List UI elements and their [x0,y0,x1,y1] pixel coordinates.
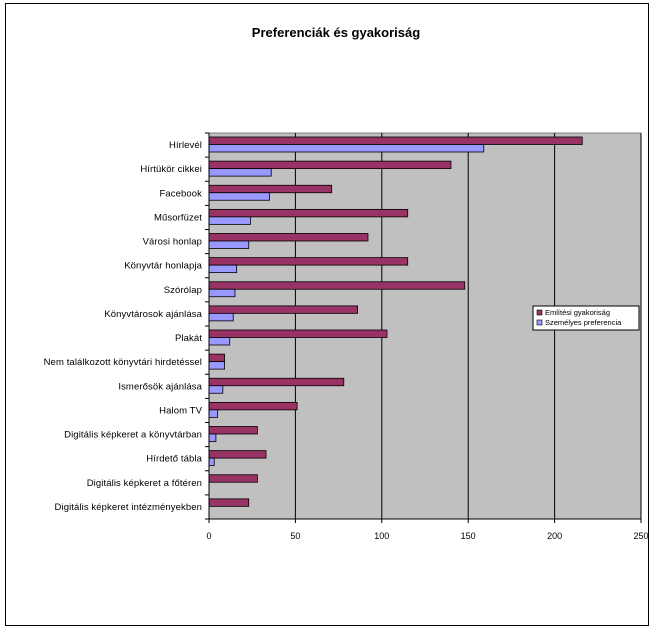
bar-emlitesi [208,281,466,290]
bar-emlitesi [208,329,388,338]
x-tick-label: 200 [547,531,562,541]
bar-emlitesi [208,233,369,242]
bar-emlitesi [208,474,258,483]
bar-emlitesi [208,160,452,170]
plot-area: Hírlevél Hírtükör cikkei Facebook Műsorfüze… [44,132,649,541]
bar-emlitesi [208,136,583,145]
bar-emlitesi [208,450,267,459]
bar-emlitesi [208,208,409,218]
bar-szemelyes [208,361,225,370]
category-label: Nem találkozott könyvtári hirdetéssel [44,357,202,368]
bar-emlitesi [208,498,250,507]
bar-emlitesi [208,184,333,194]
category-label: Hírlevél [169,140,202,151]
chart: Preferenciák és gyakoriság Hírlevél Hírtü… [44,25,649,541]
bar-szemelyes [208,240,250,249]
legend-label: Említési gyakoriság [545,308,610,317]
bar-emlitesi [208,401,298,411]
category-label: Halom TV [159,405,202,416]
bar-szemelyes [208,168,272,177]
bar-szemelyes [208,192,270,201]
legend-box [532,305,640,331]
legend-swatch [536,319,543,326]
x-tick-label: 50 [290,531,300,541]
bar-szemelyes [208,312,234,322]
chart-title: Preferenciák és gyakoriság [252,25,420,40]
bar-szemelyes [208,457,215,467]
bar-emlitesi [208,353,225,363]
bar-szemelyes [208,264,238,274]
bar-szemelyes [208,288,236,298]
bar-szemelyes [208,337,231,346]
category-label: Könyvtárosok ajánlása [104,309,202,320]
bar-szemelyes [208,409,219,418]
category-label: Műsorfüzet [154,212,202,223]
x-tick-label: 150 [461,531,476,541]
category-label: Ismerősök ajánlása [118,381,202,392]
bar-szemelyes [208,216,251,225]
category-label: Facebook [159,188,202,199]
legend-swatch [536,309,543,316]
chart-frame: Preferenciák és gyakoriság Hírlevél Hírtü… [5,3,649,626]
category-label: Városi honlap [143,237,202,248]
category-label: Szórólap [164,285,202,296]
bar-szemelyes [208,385,224,394]
category-label: Digitális képkeret a főtéren [87,478,202,489]
x-tick-label: 0 [206,531,211,541]
category-label: Plakát [175,333,202,344]
bar-emlitesi [208,426,258,435]
x-tick-label: 100 [374,531,389,541]
bar-szemelyes [208,433,217,442]
category-label: Könyvtár honlapja [124,261,202,272]
bar-emlitesi [208,305,359,314]
bar-szemelyes [208,144,485,153]
category-label: Hírdető tábla [146,454,202,465]
category-label: Digitális képkeret intézményekben [55,502,202,513]
bar-emlitesi [208,257,409,266]
legend-label: Személyes preferencia [545,318,622,327]
category-label: Hírtükör cikkei [140,164,202,175]
x-tick-label: 250 [633,531,648,541]
category-label: Digitális képkeret a könyvtárban [64,430,202,441]
bar-emlitesi [208,377,345,387]
